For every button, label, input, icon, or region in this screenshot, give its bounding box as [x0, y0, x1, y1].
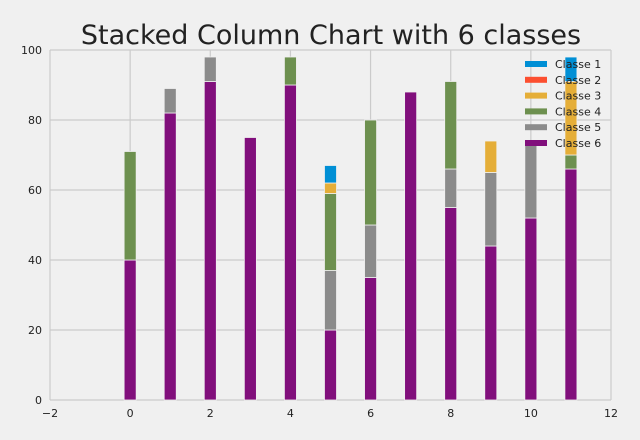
x-tick-label: 10 [524, 407, 538, 420]
bar-segment-classe-6 [123, 259, 137, 401]
bar-segment-classe-4 [284, 56, 297, 86]
x-tick-label: 12 [604, 407, 618, 420]
x-tick-label: 2 [207, 407, 214, 420]
y-tick-label: 20 [28, 324, 42, 337]
legend-swatch [525, 108, 547, 115]
y-tick-label: 0 [35, 394, 42, 407]
bar-segment-classe-5 [324, 270, 337, 331]
legend-label: Classe 3 [555, 90, 601, 103]
legend-label: Classe 4 [555, 105, 601, 118]
legend-label: Classe 1 [555, 58, 601, 71]
legend-swatch [525, 76, 547, 83]
bar-segment-classe-1 [324, 165, 337, 184]
bar-segment-classe-6 [163, 112, 177, 401]
bar-segment-classe-5 [364, 224, 377, 278]
y-tick-label: 80 [28, 114, 42, 127]
legend-swatch [525, 61, 547, 67]
bar-segment-classe-4 [364, 119, 377, 226]
legend-swatch [525, 92, 547, 99]
x-tick-label: 6 [367, 407, 374, 420]
y-tick-label: 40 [28, 254, 42, 267]
bar-segment-classe-5 [203, 56, 217, 82]
bar-segment-classe-5 [163, 88, 177, 114]
bar-segment-classe-5 [444, 168, 458, 208]
bar-segment-classe-6 [203, 81, 217, 401]
bar-segment-classe-1 [564, 56, 578, 82]
bar-segment-classe-4 [324, 193, 337, 271]
bar-segment-classe-6 [284, 84, 297, 401]
bar-segment-classe-3 [324, 182, 337, 194]
bar-segment-classe-4 [123, 151, 137, 261]
bar-segment-classe-6 [243, 137, 257, 401]
x-tick-label: 0 [127, 407, 134, 420]
x-tick-label: 4 [287, 407, 294, 420]
y-tick-label: 100 [21, 44, 42, 57]
legend-label: Classe 5 [555, 121, 601, 134]
bar-segment-classe-5 [484, 172, 498, 247]
bar-segment-classe-4 [564, 154, 578, 170]
x-tick-label: −2 [42, 407, 58, 420]
bar-segment-classe-6 [524, 217, 538, 401]
chart-title: Stacked Column Chart with 6 classes [81, 20, 581, 51]
bar-segment-classe-3 [484, 140, 498, 173]
legend-label: Classe 2 [555, 74, 601, 87]
bar-segment-classe-6 [564, 168, 578, 401]
bar-segment-classe-6 [484, 245, 498, 401]
legend-swatch [525, 140, 547, 146]
x-tick-label: 8 [447, 407, 454, 420]
legend: Classe 1 Classe 2 Classe 3 Classe 4 Classe 5… [525, 58, 601, 150]
legend-swatch [525, 124, 547, 131]
bar-segment-classe-6 [444, 207, 458, 401]
bar-segment-classe-6 [364, 277, 377, 401]
bar-segment-classe-4 [444, 81, 458, 170]
y-tick-label: 60 [28, 184, 42, 197]
bars [123, 56, 578, 401]
legend-label: Classe 6 [555, 137, 601, 150]
bar-segment-classe-6 [404, 91, 418, 401]
bar-segment-classe-6 [324, 329, 337, 401]
bar-segment-classe-5 [524, 144, 538, 219]
